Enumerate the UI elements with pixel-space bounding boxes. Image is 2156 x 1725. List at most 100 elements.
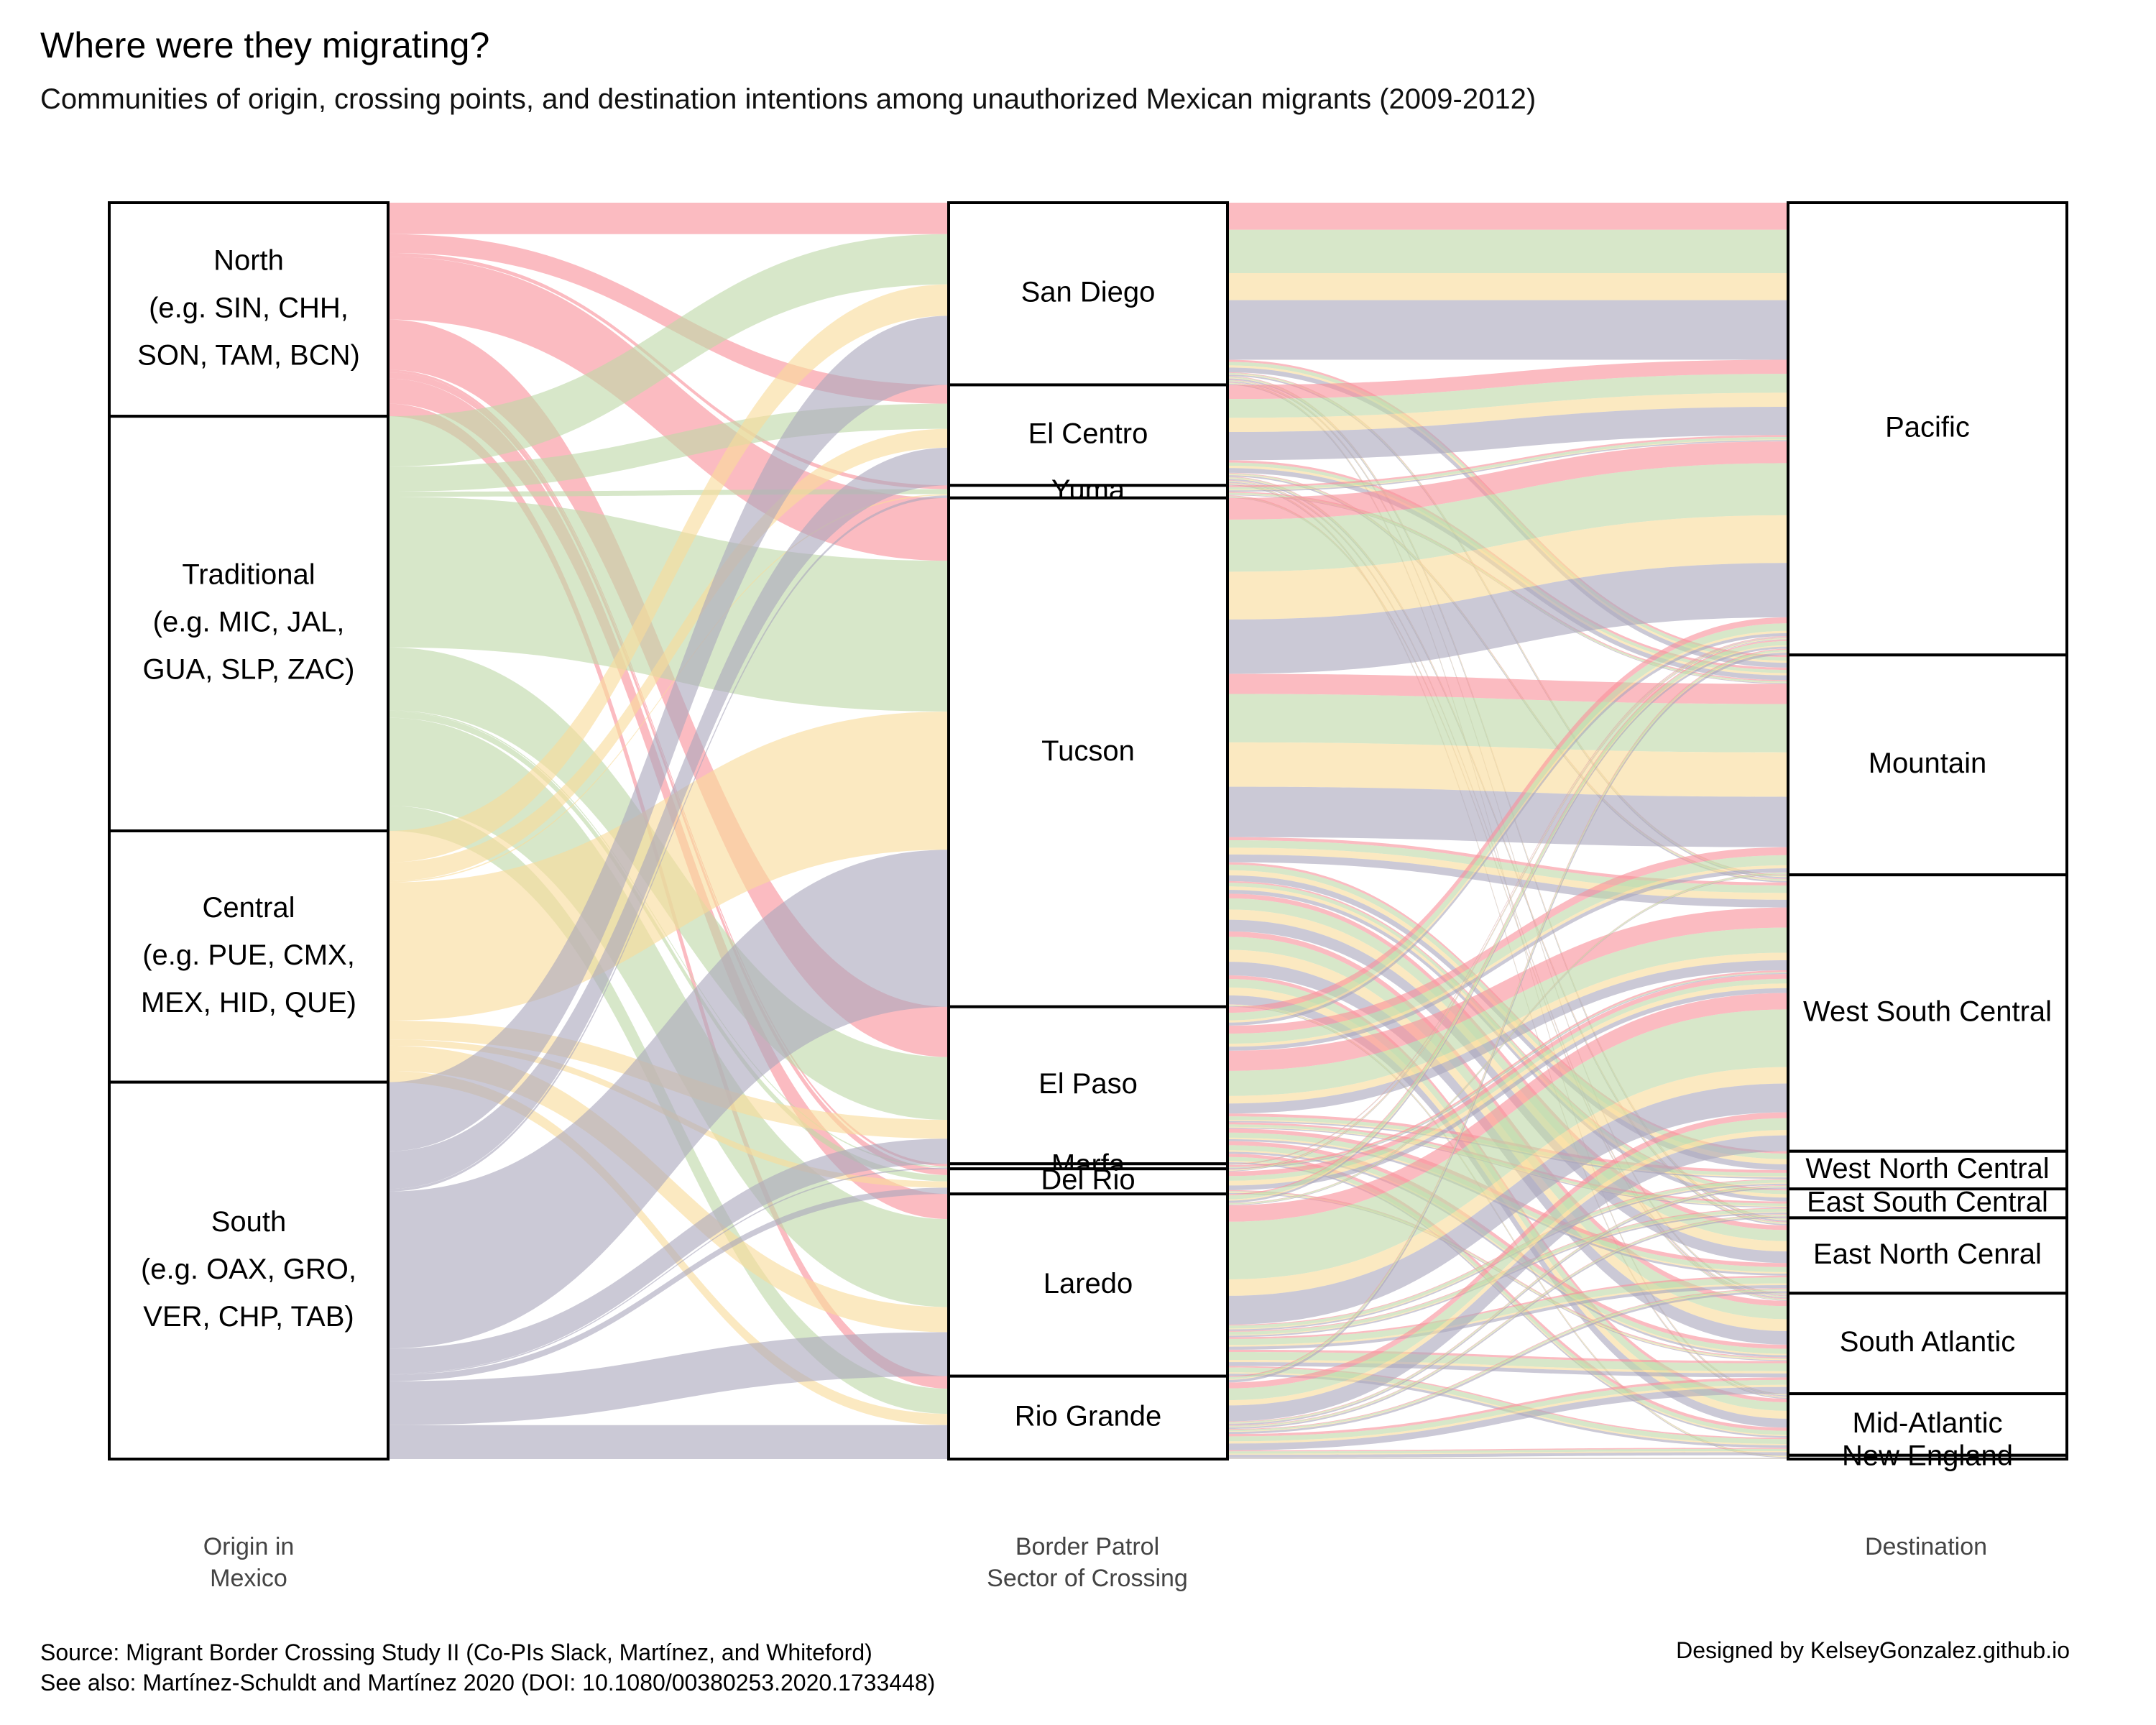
flow-traditional-san-diego-to-pacific bbox=[1227, 229, 1788, 273]
flow-south-to-yuma bbox=[388, 495, 949, 1192]
stratum-label-tucson: Tucson bbox=[1041, 735, 1135, 766]
stratum-sector-el-paso: El Paso bbox=[947, 1005, 1229, 1166]
flows-layer bbox=[388, 203, 1788, 1459]
stratum-label-del-rio: Del Rio bbox=[1041, 1164, 1135, 1195]
flow-traditional-marfa-to-west-south-central bbox=[1227, 972, 1788, 1168]
flow-traditional-yuma-to-pacific bbox=[1227, 437, 1788, 490]
flow-traditional-to-del-rio bbox=[388, 711, 949, 1182]
stratum-destination-south-atlantic: South Atlantic bbox=[1787, 1292, 2068, 1396]
stratum-sector-el-centro: El Centro bbox=[947, 383, 1229, 487]
stratum-origin-south: South (e.g. OAX, GRO, VER, CHP, TAB) bbox=[108, 1080, 390, 1460]
flow-central-el-centro-to-west-south-central bbox=[1227, 474, 1788, 881]
axis-label-origin: Origin in Mexico bbox=[33, 1531, 464, 1594]
flow-south-el-centro-to-pacific bbox=[1227, 407, 1788, 461]
flow-south-yuma-to-south-atlantic bbox=[1227, 497, 1788, 1301]
flow-south-to-el-paso bbox=[388, 1138, 949, 1374]
stratum-label-laredo: Laredo bbox=[1044, 1267, 1133, 1299]
flow-traditional-el-paso-to-mid-atlantic bbox=[1227, 1156, 1788, 1435]
flow-north-rio-grande-to-pacific bbox=[1227, 648, 1788, 1377]
flow-central-tucson-to-new-england bbox=[1227, 1005, 1788, 1458]
axis-label-destination: Destination bbox=[1710, 1531, 2142, 1563]
flow-north-el-centro-to-pacific bbox=[1227, 359, 1788, 400]
stratum-label-pacific: Pacific bbox=[1885, 411, 1970, 443]
flow-traditional-rio-grande-to-new-england bbox=[1227, 1458, 1788, 1459]
flow-central-rio-grande-to-west-north-central bbox=[1227, 1187, 1788, 1424]
flow-traditional-rio-grande-to-west-south-central bbox=[1227, 1118, 1788, 1401]
stratum-destination-new-england: New England bbox=[1787, 1440, 2068, 1471]
stratum-sector-rio-grande: Rio Grande bbox=[947, 1374, 1229, 1460]
flow-central-del-rio-to-pacific bbox=[1227, 638, 1788, 1171]
axis-label-sector: Border Patrol Sector of Crossing bbox=[872, 1531, 1303, 1594]
stratum-label-south-atlantic: South Atlantic bbox=[1840, 1326, 2016, 1358]
flow-central-tucson-to-east-south-central bbox=[1227, 886, 1788, 1198]
flow-north-el-centro-to-south-atlantic bbox=[1227, 480, 1788, 1297]
flow-south-el-paso-to-west-south-central bbox=[1227, 960, 1788, 1114]
stratum-label-central: Central (e.g. PUE, CMX, MEX, HID, QUE) bbox=[141, 891, 356, 1018]
flow-south-yuma-to-pacific bbox=[1227, 440, 1788, 492]
stratum-box-central bbox=[108, 829, 390, 1084]
stratum-box-south bbox=[108, 1080, 390, 1460]
stratum-box-new-england bbox=[1787, 1453, 2068, 1460]
stratum-label-west-north-central: West North Central bbox=[1805, 1153, 2049, 1184]
stratum-label-san-diego: San Diego bbox=[1021, 276, 1156, 308]
flow-south-to-del-rio bbox=[388, 1187, 949, 1381]
stratum-box-mountain bbox=[1787, 653, 2068, 877]
flow-traditional-el-paso-to-west-south-central bbox=[1227, 927, 1788, 1096]
flow-traditional-el-centro-to-west-south-central bbox=[1227, 473, 1788, 880]
flow-traditional-el-paso-to-pacific bbox=[1227, 623, 1788, 1021]
flow-north-san-diego-to-pacific bbox=[1227, 203, 1788, 230]
stratum-box-rio-grande bbox=[947, 1374, 1229, 1460]
flow-traditional-rio-grande-to-pacific bbox=[1227, 649, 1788, 1379]
flow-central-el-paso-to-mountain bbox=[1227, 865, 1788, 1047]
flow-north-el-centro-to-east-north-cenral bbox=[1227, 477, 1788, 1223]
flow-south-tucson-to-pacific bbox=[1227, 563, 1788, 674]
axis-label-sector-line2: Sector of Crossing bbox=[987, 1565, 1188, 1592]
flow-south-del-rio-to-west-south-central bbox=[1227, 988, 1788, 1190]
flow-north-del-rio-to-west-south-central bbox=[1227, 974, 1788, 1177]
chart-title: Where were they migrating? bbox=[40, 25, 490, 65]
flow-north-laredo-to-west-south-central bbox=[1227, 993, 1788, 1222]
flow-south-to-san-diego bbox=[388, 316, 949, 1151]
flow-central-tucson-to-west-south-central bbox=[1227, 847, 1788, 900]
flow-north-el-paso-to-mountain bbox=[1227, 847, 1788, 1034]
stratum-label-north: North (e.g. SIN, CHH, SON, TAM, BCN) bbox=[137, 244, 360, 371]
flow-north-to-san-diego bbox=[388, 203, 949, 234]
stratum-origin-north: North (e.g. SIN, CHH, SON, TAM, BCN) bbox=[108, 201, 390, 418]
flow-south-laredo-to-west-south-central bbox=[1227, 1083, 1788, 1325]
flow-north-yuma-to-pacific bbox=[1227, 435, 1788, 487]
flow-north-laredo-to-mid-atlantic bbox=[1227, 1366, 1788, 1440]
flow-central-to-yuma bbox=[388, 494, 949, 883]
flow-traditional-laredo-to-east-north-cenral bbox=[1227, 1277, 1788, 1346]
flow-central-el-centro-to-pacific bbox=[1227, 392, 1788, 433]
stratum-destination-west-south-central: West South Central bbox=[1787, 873, 2068, 1153]
flow-south-el-paso-to-pacific bbox=[1227, 632, 1788, 1026]
stratum-label-east-north-cenral: East North Cenral bbox=[1813, 1238, 2042, 1269]
stratum-box-east-north-cenral bbox=[1787, 1216, 2068, 1295]
flow-central-rio-grande-to-mid-atlantic bbox=[1227, 1451, 1788, 1455]
flow-traditional-to-san-diego bbox=[388, 234, 949, 467]
flow-traditional-marfa-to-pacific bbox=[1227, 636, 1788, 1165]
flow-north-laredo-to-east-north-cenral bbox=[1227, 1275, 1788, 1339]
flow-north-laredo-to-south-atlantic bbox=[1227, 1349, 1788, 1363]
flow-south-del-rio-to-pacific bbox=[1227, 639, 1788, 1172]
flow-south-to-laredo bbox=[388, 1332, 949, 1425]
stratum-label-el-centro: El Centro bbox=[1028, 418, 1148, 449]
flow-north-laredo-to-mountain bbox=[1227, 872, 1788, 1203]
stratum-label-rio-grande: Rio Grande bbox=[1015, 1400, 1162, 1432]
flow-central-rio-grande-to-east-north-cenral bbox=[1227, 1290, 1788, 1432]
axis-label-origin-line1: Origin in bbox=[203, 1533, 295, 1560]
flow-north-tucson-to-east-north-cenral bbox=[1227, 893, 1788, 1230]
flow-traditional-del-rio-to-west-south-central bbox=[1227, 978, 1788, 1181]
flow-central-tucson-to-pacific bbox=[1227, 515, 1788, 620]
flow-north-el-paso-to-south-atlantic bbox=[1227, 1141, 1788, 1349]
caption-line-1: Source: Migrant Border Crossing Study II… bbox=[40, 1639, 872, 1665]
flow-traditional-tucson-to-mountain bbox=[1227, 694, 1788, 753]
flow-traditional-to-marfa bbox=[388, 710, 949, 1168]
flow-north-yuma-to-south-atlantic bbox=[1227, 495, 1788, 1300]
flow-north-tucson-to-pacific bbox=[1227, 441, 1788, 520]
flow-central-rio-grande-to-south-atlantic bbox=[1227, 1384, 1788, 1444]
axis-label-origin-line2: Mexico bbox=[210, 1565, 287, 1592]
designer-credit: Designed by KelseyGonzalez.github.io bbox=[1676, 1637, 2070, 1663]
flow-central-yuma-to-pacific bbox=[1227, 439, 1788, 491]
